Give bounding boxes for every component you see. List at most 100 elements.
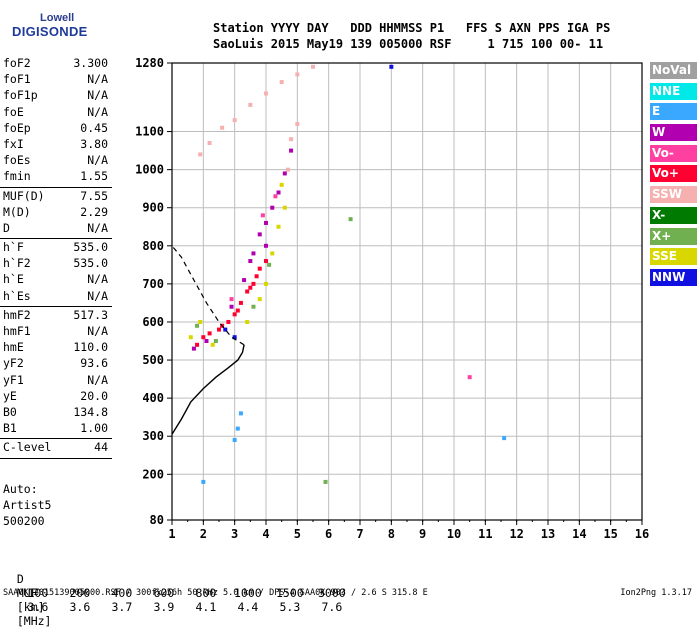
data-point-w: [242, 278, 247, 283]
x-tick-label: 4: [262, 527, 269, 541]
legend-item: SSE: [650, 248, 697, 266]
polarization-legend: NoVal NNE E W Vo- Vo+ SSW X- X+ SSE NNW: [650, 62, 697, 290]
data-point-sse: [188, 335, 193, 340]
data-point-ssw: [264, 91, 268, 96]
param-value: N/A: [87, 288, 108, 303]
true-height-profile: [171, 344, 245, 435]
x-tick-label: 8: [388, 527, 395, 541]
data-point-vo: [235, 308, 240, 313]
param-label: yF2: [3, 356, 24, 371]
header-line-2: SaoLuis 2015 May19 139 005000 RSF 1 715 …: [213, 37, 604, 51]
param-value: 517.3: [73, 307, 108, 322]
data-point-e: [502, 436, 507, 441]
param-label: yF1: [3, 372, 24, 387]
data-point-w: [257, 232, 262, 237]
logo-lowell: Lowell: [40, 12, 75, 24]
software-version: Ion2Png 1.3.17: [620, 588, 692, 598]
muf-table-value: 4.1: [195, 600, 217, 614]
param-label: D: [3, 220, 10, 235]
auto-artist: Artist5: [3, 498, 52, 512]
muf-unit: [MHz]: [16, 614, 52, 628]
data-point-w: [289, 148, 294, 153]
legend-item: X-: [650, 206, 697, 224]
data-point-e: [232, 438, 237, 443]
muf-table-value: 7.6: [321, 600, 343, 614]
param-value: N/A: [87, 324, 108, 338]
data-point-vo: [273, 194, 278, 199]
x-tick-label: 15: [603, 527, 617, 541]
data-point-ssw: [207, 140, 212, 145]
legend-item: NNW: [650, 268, 697, 286]
data-point-ssw: [311, 64, 315, 69]
param-row: yF2 93.6: [0, 356, 112, 372]
header-line-1: Station YYYY DAY DDD HHMMSS P1 FFS S AXN…: [213, 21, 611, 35]
ionogram-chart: 1 2 3 4 5 6 7 8 9 10 11 12 13 14 15 1680200300400500600…: [135, 56, 649, 541]
muf-table-value: 100: [27, 586, 49, 600]
plot-frame: [171, 62, 643, 521]
param-label: M(D): [3, 204, 31, 219]
y-tick-label: 800: [142, 239, 164, 253]
param-row: C-level 44: [0, 440, 112, 456]
data-point-ssw: [248, 102, 253, 107]
data-point-w: [264, 243, 268, 248]
legend-item: X+: [650, 227, 697, 245]
data-point-nnw: [232, 335, 237, 340]
params-divider: [0, 186, 112, 188]
data-point-vo: [217, 327, 221, 332]
data-point-nnw: [389, 64, 394, 69]
data-point-vo: [195, 342, 200, 347]
param-value: 535.0: [73, 256, 108, 271]
param-row: h`F2 535.0: [0, 256, 112, 272]
data-point-vo: [232, 312, 237, 317]
data-point-vo: [251, 281, 256, 286]
data-point-vo: [201, 335, 206, 340]
data-point-ssw: [220, 125, 225, 130]
param-value: 1.00: [80, 421, 108, 436]
muf-table-value: 3.9: [153, 600, 175, 614]
param-value: 3.80: [80, 136, 108, 151]
data-point-sse: [198, 319, 203, 324]
data-point-x: [213, 339, 218, 344]
data-point-sse: [276, 224, 281, 229]
legend-item: E: [650, 103, 697, 121]
param-label: yE: [3, 388, 17, 403]
param-value: N/A: [87, 272, 108, 287]
x-tick-label: 12: [509, 527, 523, 541]
data-point-vo: [226, 319, 231, 324]
x-tick-label: 6: [325, 527, 332, 541]
muf-table-value: 3.6: [27, 600, 49, 614]
muf-table-value: 3000: [318, 586, 346, 600]
data-point-w: [270, 205, 275, 210]
y-tick-label: 1100: [135, 125, 164, 139]
data-point-ssw: [285, 167, 290, 172]
param-row: foF1 N/A: [0, 72, 112, 88]
data-point-ssw: [232, 118, 237, 123]
param-row: D N/A: [0, 221, 112, 237]
data-point-w: [251, 251, 256, 256]
y-tick-label: 400: [142, 391, 164, 405]
param-row: foEp 0.45: [0, 121, 112, 137]
scaled-parameters-panel: foF2 3.300 foF1 N/A foF1p N/A foE N/A foEp 0.45 fx…: [0, 56, 112, 460]
data-point-vo: [238, 300, 243, 305]
param-label: foE: [3, 104, 24, 119]
muf-table-value: 200: [69, 586, 91, 600]
muf-d-label: D: [16, 572, 24, 586]
x-tick-label: 5: [294, 527, 301, 541]
param-row: MUF(D) 7.55: [0, 189, 112, 205]
data-point-ssw: [289, 137, 294, 142]
data-point-w: [204, 339, 209, 344]
data-point-w: [229, 304, 234, 309]
auto-label: Auto:: [3, 482, 38, 496]
param-value: N/A: [87, 220, 108, 235]
param-value: N/A: [87, 153, 108, 168]
param-label: B0: [3, 404, 17, 419]
param-row: M(D) 2.29: [0, 205, 112, 221]
param-row: B0 134.8: [0, 405, 112, 421]
data-point-ssw: [295, 72, 300, 77]
x-tick-label: 13: [541, 527, 555, 541]
legend-item: W: [650, 124, 697, 142]
params-divider: [0, 438, 112, 440]
param-label: fmin: [3, 169, 31, 184]
param-value: 3.300: [73, 56, 108, 70]
param-label: fxI: [3, 136, 24, 151]
